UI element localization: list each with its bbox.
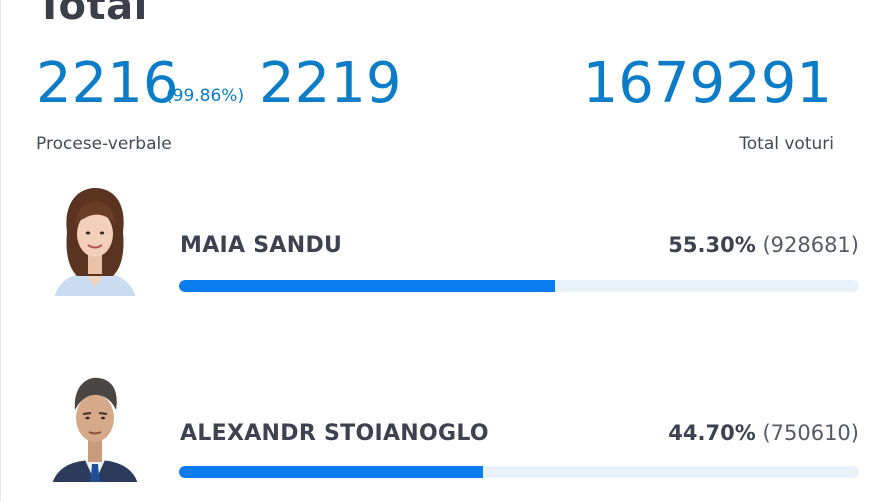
vote-bar-fill [179, 280, 556, 292]
total-votes-label: Total voturi [739, 134, 834, 154]
candidate-result: 44.70% (750610) [668, 421, 859, 445]
candidate-votes: (928681) [762, 233, 859, 257]
candidate-votes: (750610) [762, 421, 859, 445]
candidate-result: 55.30% (928681) [668, 233, 859, 257]
page-title: Total [36, 0, 148, 29]
reports-total: 2219 [259, 51, 402, 116]
vote-bar-track [179, 280, 859, 292]
portrait-woman-icon [49, 184, 141, 296]
candidate-row: MAIA SANDU 55.30% (928681) [1, 184, 883, 304]
candidate-percent: 44.70% [668, 421, 756, 445]
candidate-name: MAIA SANDU [180, 233, 343, 258]
reports-counted: 2216 [36, 51, 179, 116]
candidate-avatar [49, 184, 141, 296]
reports-percent: (99.86%) [166, 86, 245, 106]
candidate-row: ALEXANDR STOIANOGLO 44.70% (750610) [1, 370, 883, 490]
vote-bar-track [179, 466, 859, 478]
candidate-avatar [49, 370, 141, 482]
candidate-name: ALEXANDR STOIANOGLO [180, 421, 489, 446]
reports-label: Procese-verbale [36, 134, 172, 154]
vote-bar-fill [179, 466, 483, 478]
total-votes: 1679291 [582, 51, 832, 116]
candidate-percent: 55.30% [668, 233, 756, 257]
portrait-man-icon [49, 370, 141, 482]
stats-row: 2216 (99.86%) 2219 1679291 [36, 56, 836, 116]
